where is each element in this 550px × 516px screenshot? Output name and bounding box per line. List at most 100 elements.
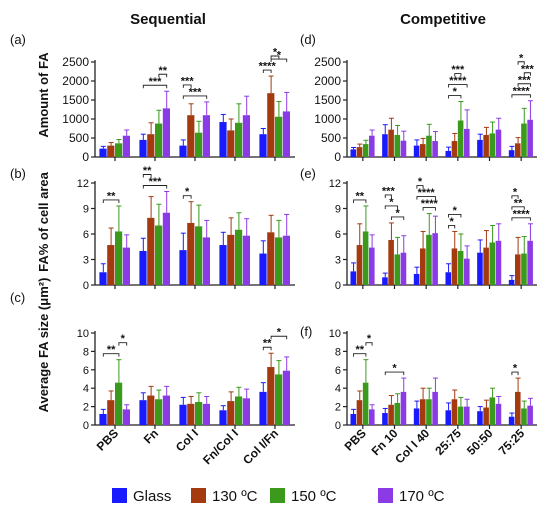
ylabel-average-fa-size: Average FA size (μm²) bbox=[36, 278, 51, 413]
bar bbox=[155, 123, 163, 157]
legend-swatch bbox=[191, 488, 206, 503]
bar bbox=[99, 413, 107, 425]
bar bbox=[527, 405, 533, 425]
bar bbox=[147, 395, 155, 425]
bar bbox=[477, 411, 483, 425]
bar bbox=[282, 370, 290, 425]
significance-label: ** bbox=[514, 197, 523, 209]
bar bbox=[107, 145, 115, 157]
significance-label: ** bbox=[107, 190, 116, 202]
y-tick-label: 0 bbox=[335, 420, 341, 432]
bar bbox=[464, 258, 470, 285]
bar bbox=[445, 150, 452, 157]
bar bbox=[219, 410, 227, 425]
bar bbox=[219, 245, 227, 285]
x-tick-label: Col I 40 bbox=[392, 426, 432, 466]
y-tick-label: 0 bbox=[83, 420, 89, 432]
y-tick-label: 2 bbox=[83, 402, 89, 414]
bar bbox=[275, 116, 283, 157]
significance-bracket bbox=[158, 73, 168, 78]
significance-bracket bbox=[511, 206, 525, 210]
bar bbox=[521, 253, 527, 285]
bar bbox=[382, 134, 388, 157]
significance-label: * bbox=[418, 176, 423, 188]
bar bbox=[388, 239, 394, 285]
bar bbox=[362, 144, 369, 157]
bar bbox=[179, 145, 187, 157]
bar bbox=[179, 404, 187, 425]
bar bbox=[400, 252, 407, 285]
chart-panels: (a)05001000150020002500*****************… bbox=[10, 32, 537, 467]
bar bbox=[394, 402, 401, 425]
bar bbox=[457, 251, 464, 285]
panel-letter: (f) bbox=[300, 324, 312, 339]
bar bbox=[457, 406, 464, 425]
bar bbox=[282, 111, 290, 157]
bar bbox=[99, 148, 107, 157]
bar bbox=[227, 130, 235, 157]
bar bbox=[227, 401, 235, 425]
significance-label: ** bbox=[143, 165, 152, 177]
bar bbox=[122, 135, 130, 157]
column-title-competitive: Competitive bbox=[400, 11, 486, 28]
x-tick-label: PBS bbox=[94, 426, 121, 453]
bar bbox=[259, 391, 267, 425]
y-tick-label: 1000 bbox=[62, 112, 89, 126]
significance-bracket bbox=[384, 371, 405, 376]
significance-bracket bbox=[390, 216, 405, 220]
bar bbox=[451, 141, 458, 157]
bar bbox=[219, 122, 227, 157]
bar bbox=[388, 129, 394, 157]
bar bbox=[195, 226, 203, 285]
bar bbox=[508, 279, 515, 285]
significance-bracket bbox=[511, 195, 519, 199]
bar bbox=[457, 120, 464, 157]
y-tick-label: 4 bbox=[335, 383, 341, 395]
x-tick-label: 25:75 bbox=[432, 426, 464, 458]
column-title-sequential: Sequential bbox=[130, 11, 206, 28]
bar bbox=[400, 391, 407, 425]
bar bbox=[179, 250, 187, 285]
significance-label: *** bbox=[189, 86, 203, 98]
panel-letter: (a) bbox=[10, 32, 26, 47]
y-tick-label: 10 bbox=[77, 328, 89, 340]
bar bbox=[155, 225, 163, 285]
significance-bracket bbox=[102, 199, 120, 203]
x-tick-label: 50:50 bbox=[464, 426, 496, 458]
bar bbox=[521, 408, 527, 425]
y-tick-label: 2500 bbox=[314, 55, 341, 69]
bar bbox=[483, 247, 489, 285]
bar bbox=[527, 240, 533, 285]
y-tick-label: 4 bbox=[83, 383, 89, 395]
ylabel-amount-of-fa: Amount of FA bbox=[36, 52, 51, 138]
bar bbox=[527, 119, 533, 157]
bar bbox=[202, 403, 210, 425]
significance-bracket bbox=[416, 185, 424, 189]
significance-bracket bbox=[511, 217, 531, 221]
bar bbox=[242, 115, 250, 157]
y-tick-label: 10 bbox=[329, 328, 341, 340]
bar bbox=[369, 135, 375, 157]
bar bbox=[139, 139, 147, 157]
significance-bracket bbox=[142, 185, 168, 189]
x-tick-label: Col I bbox=[173, 426, 201, 454]
bar bbox=[267, 367, 275, 425]
bar bbox=[369, 247, 375, 285]
bar bbox=[267, 232, 275, 285]
bar bbox=[99, 272, 107, 285]
significance-label: *** bbox=[521, 63, 535, 75]
significance-bracket bbox=[270, 58, 288, 63]
legend-label: 170 ºC bbox=[399, 488, 445, 505]
bar bbox=[400, 140, 407, 157]
bar bbox=[356, 245, 363, 285]
significance-bracket bbox=[182, 95, 208, 99]
bar bbox=[514, 143, 521, 157]
y-tick-label: 3 bbox=[335, 255, 341, 267]
bar bbox=[195, 132, 203, 157]
significance-bracket bbox=[182, 195, 192, 199]
significance-label: *** bbox=[382, 185, 396, 197]
bar bbox=[122, 409, 130, 425]
bar bbox=[369, 409, 375, 425]
